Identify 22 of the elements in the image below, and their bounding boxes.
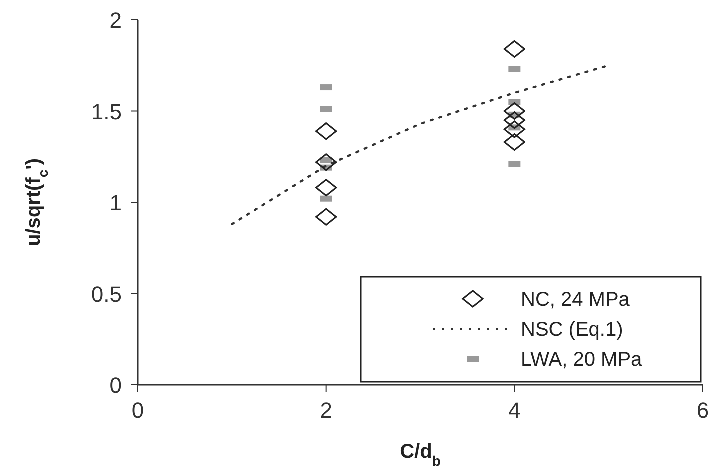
- x-tick-label: 6: [696, 398, 710, 423]
- x-tick-label: 4: [508, 398, 521, 423]
- point: [316, 122, 338, 140]
- x-axis-title: C/d$_{b}$: [400, 441, 441, 466]
- legend-label: NC, 24 MPa: [521, 289, 631, 311]
- legend-label: NSC (Eq.1): [521, 319, 624, 341]
- point: [316, 154, 338, 172]
- legend-label: LWA, 20 MPa: [521, 349, 644, 371]
- point: [504, 102, 526, 120]
- y-tick-label: 0: [110, 373, 122, 398]
- y-tick-label: 1.5: [91, 99, 122, 124]
- point: [504, 112, 526, 130]
- point: [504, 40, 526, 58]
- point: [504, 133, 526, 152]
- y-tick-label: 0.5: [91, 282, 122, 307]
- x-tick-label: 0: [132, 398, 144, 423]
- point: [316, 179, 338, 197]
- y-tick-label: 1: [110, 190, 122, 216]
- point: [504, 120, 526, 138]
- x-tick-label: 2: [320, 398, 332, 423]
- y-tick-label: 2: [110, 8, 122, 33]
- point: [316, 208, 338, 226]
